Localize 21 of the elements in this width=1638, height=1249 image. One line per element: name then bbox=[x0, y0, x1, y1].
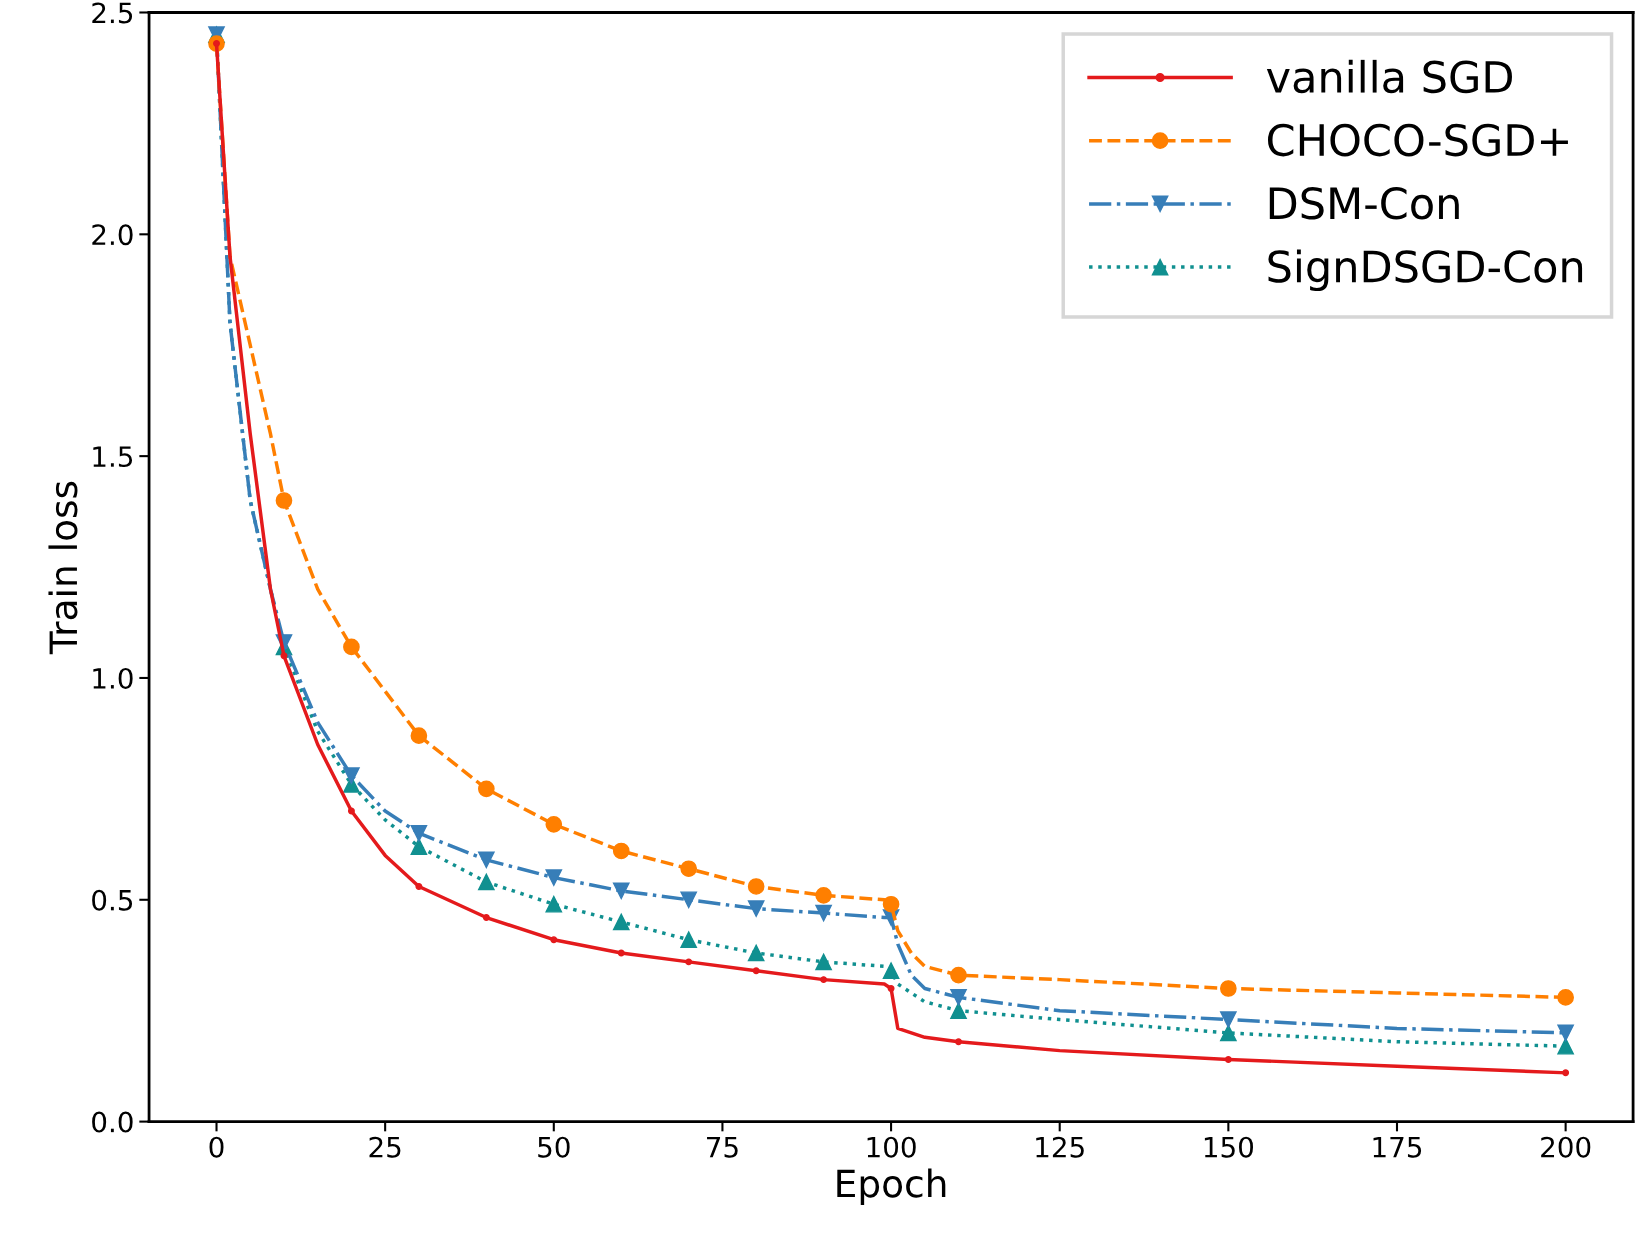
x-tick-label: 50 bbox=[538, 1136, 570, 1158]
x-tick-label: 150 bbox=[1204, 1136, 1254, 1158]
y-tick-label: 2.5 bbox=[92, 2, 133, 24]
x-tick-label: 100 bbox=[867, 1136, 916, 1158]
y-axis-title: Train loss bbox=[48, 481, 78, 655]
x-tick-label: 0 bbox=[209, 1136, 224, 1158]
x-tick-label: 75 bbox=[707, 1137, 738, 1158]
x-axis-title: Epoch bbox=[837, 1168, 946, 1205]
y-tick-label: 0.5 bbox=[92, 889, 133, 911]
legend-label: SignDSGD-Con bbox=[1268, 249, 1583, 292]
y-tick-label: 1.5 bbox=[93, 446, 133, 468]
y-tick-label: 0.0 bbox=[92, 1111, 133, 1133]
x-tick-label: 175 bbox=[1373, 1137, 1422, 1158]
x-tick-label: 125 bbox=[1036, 1136, 1084, 1158]
y-tick-label: 2.0 bbox=[92, 224, 133, 246]
x-tick-label: 200 bbox=[1541, 1136, 1591, 1158]
x-tick-label: 25 bbox=[369, 1136, 401, 1158]
legend-label: CHOCO-SGD+ bbox=[1267, 123, 1568, 157]
legend-label: vanilla SGD bbox=[1266, 59, 1512, 94]
legend-label: DSM-Con bbox=[1269, 187, 1459, 220]
y-tick-label: 1.0 bbox=[93, 667, 133, 689]
